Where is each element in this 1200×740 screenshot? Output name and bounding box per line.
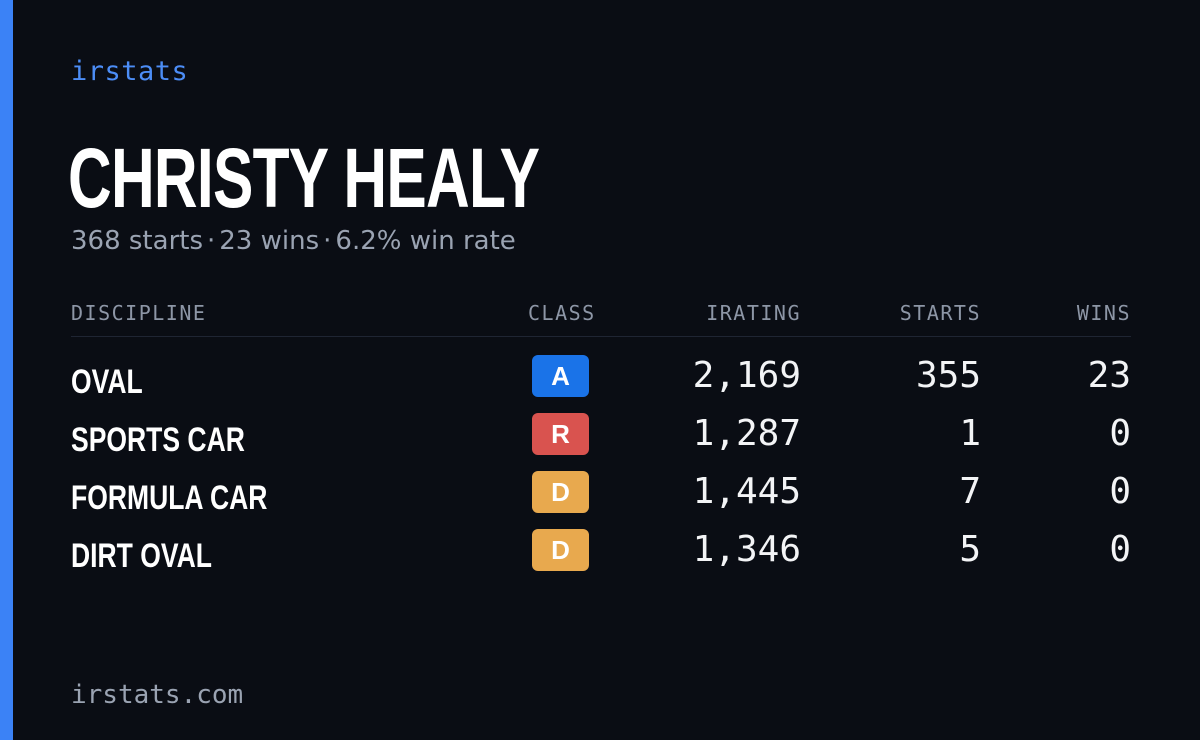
starts-value: 1 (959, 413, 981, 454)
wins-value: 0 (1109, 413, 1131, 454)
summary-starts: 368 starts (71, 226, 203, 256)
irating-value: 1,287 (692, 413, 801, 454)
discipline-name: DIRT OVAL (71, 537, 212, 575)
discipline-name: FORMULA CAR (71, 479, 268, 517)
driver-summary: 368 starts · 23 wins · 6.2% win rate (71, 226, 516, 256)
irating-value: 1,346 (692, 529, 801, 570)
header-irating: IRATING (706, 301, 801, 325)
header-wins: WINS (1076, 301, 1131, 325)
class-badge: D (532, 471, 589, 513)
class-badge: A (532, 355, 589, 397)
header-discipline: DISCIPLINE (71, 301, 207, 325)
wins-value: 23 (1087, 355, 1131, 396)
wins-value: 0 (1109, 471, 1131, 512)
driver-name: CHRISTY HEALY (68, 131, 540, 225)
irating-value: 1,445 (692, 471, 801, 512)
class-badge: R (532, 413, 589, 455)
starts-value: 355 (915, 355, 981, 396)
wins-value: 0 (1109, 529, 1131, 570)
table-row: FORMULA CAR D 1,445 7 0 (71, 469, 1131, 527)
discipline-name: SPORTS CAR (71, 421, 245, 459)
table-row: OVAL A 2,169 355 23 (71, 353, 1131, 411)
table-header: DISCIPLINE CLASS IRATING STARTS WINS (71, 296, 1131, 337)
header-starts: STARTS (899, 301, 981, 325)
table-body: OVAL A 2,169 355 23 SPORTS CAR R 1,287 1… (71, 337, 1131, 585)
starts-value: 5 (959, 529, 981, 570)
starts-value: 7 (959, 471, 981, 512)
brand-logo-text: irstats (71, 56, 189, 87)
discipline-name: OVAL (71, 363, 143, 401)
summary-separator: · (323, 226, 332, 256)
discipline-table: DISCIPLINE CLASS IRATING STARTS WINS OVA… (71, 296, 1131, 585)
footer-url: irstats.com (71, 680, 244, 710)
irating-value: 2,169 (692, 355, 801, 396)
table-row: SPORTS CAR R 1,287 1 0 (71, 411, 1131, 469)
header-class: CLASS (528, 301, 596, 325)
accent-bar (0, 0, 13, 740)
summary-separator: · (207, 226, 216, 256)
class-badge: D (532, 529, 589, 571)
table-row: DIRT OVAL D 1,346 5 0 (71, 527, 1131, 585)
summary-wins: 23 wins (219, 226, 320, 256)
summary-win-rate: 6.2% win rate (335, 226, 516, 256)
